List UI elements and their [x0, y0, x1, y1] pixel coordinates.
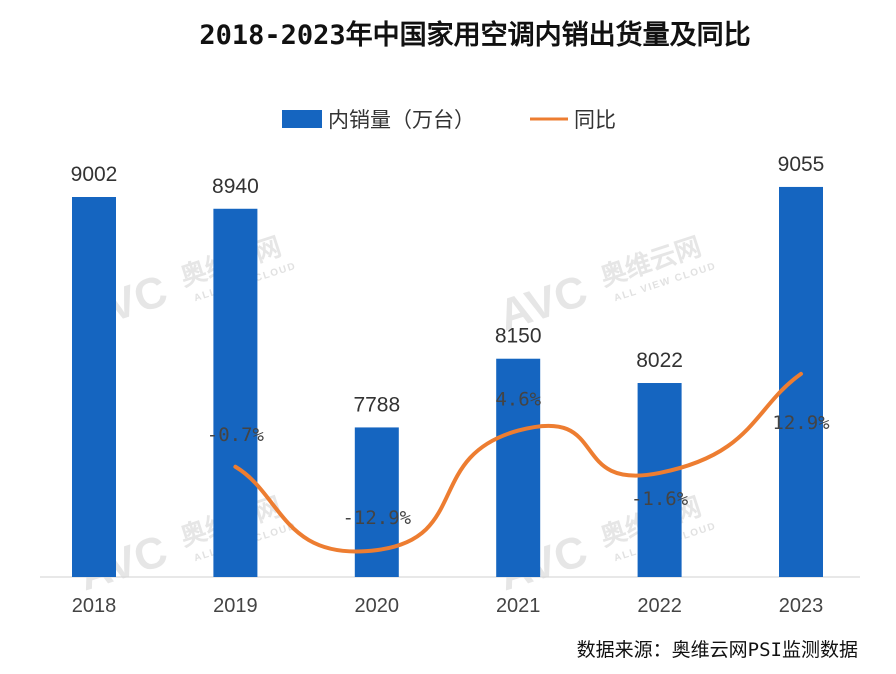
bar-value-label: 9002 — [71, 163, 118, 186]
source-note: 数据来源：奥维云网PSI监测数据 — [577, 639, 858, 661]
yoy-value-label: -12.9% — [342, 507, 411, 529]
x-tick-label: 2022 — [637, 595, 682, 617]
legend-bar-swatch — [282, 110, 322, 128]
bar-2019 — [213, 208, 258, 577]
x-tick-label: 2018 — [72, 595, 117, 617]
bar-value-labels: 9002 8940 7788 8150 8022 9055 — [71, 153, 825, 416]
bar-2022 — [637, 383, 682, 577]
x-tick-label: 2019 — [213, 595, 258, 617]
yoy-value-label: -0.7% — [207, 424, 265, 446]
x-tick-label: 2023 — [779, 595, 824, 617]
bar-2021 — [496, 358, 541, 577]
chart-title: 2018-2023年中国家用空调内销出货量及同比 — [199, 19, 750, 51]
legend-line-label: 同比 — [574, 108, 616, 132]
x-tick-label: 2020 — [355, 595, 400, 617]
legend: 内销量（万台） 同比 — [282, 108, 616, 132]
legend-bar-label: 内销量（万台） — [328, 108, 475, 132]
yoy-value-label: 4.6% — [495, 389, 541, 411]
bar-value-label: 8150 — [495, 325, 542, 348]
bar-2020 — [354, 427, 399, 577]
bar-value-label: 8022 — [636, 349, 683, 372]
x-axis-ticks: 2018 2019 2020 2021 2022 2023 — [72, 595, 824, 617]
yoy-value-label: -1.6% — [631, 488, 689, 510]
bar-2023 — [779, 186, 823, 577]
yoy-value-labels: -0.7% -12.9% 4.6% -1.6% 12.9% — [207, 389, 830, 530]
bar-value-label: 7788 — [353, 393, 400, 416]
bar-value-label: 9055 — [778, 153, 825, 176]
yoy-line — [233, 371, 803, 554]
bar-series — [72, 186, 823, 577]
yoy-value-label: 12.9% — [772, 412, 830, 434]
bar-value-label: 8940 — [212, 175, 259, 198]
x-tick-label: 2021 — [496, 595, 541, 617]
bar-2018 — [72, 197, 116, 577]
